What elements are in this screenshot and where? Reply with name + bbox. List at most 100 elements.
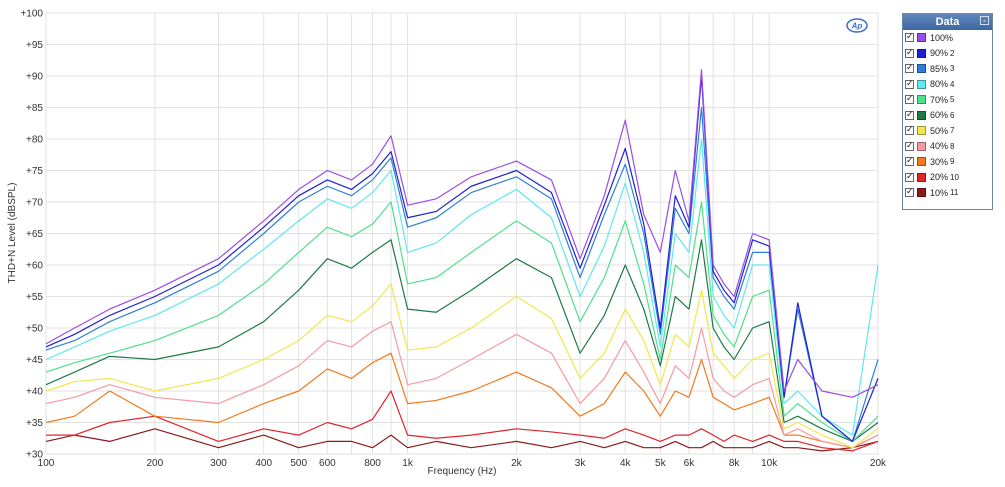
legend-item[interactable]: 85%3 <box>903 61 992 77</box>
x-tick-label: 4k <box>620 458 632 469</box>
legend-checkbox[interactable] <box>905 186 914 198</box>
legend-item[interactable]: 40%8 <box>903 139 992 155</box>
legend-number: 8 <box>950 141 955 151</box>
legend-item[interactable]: 90%2 <box>903 46 992 62</box>
y-axis-title: THD+N Level (dBSPL) <box>7 183 18 284</box>
legend-number: 10 <box>950 172 959 182</box>
legend-checkbox[interactable] <box>905 47 914 58</box>
legend-number: 11 <box>950 188 959 198</box>
legend-checkbox[interactable] <box>905 93 914 105</box>
series-line-50pct <box>45 283 879 449</box>
series-group <box>45 69 879 452</box>
legend-item[interactable]: 50%7 <box>903 123 992 139</box>
legend-label: 80% <box>930 79 949 90</box>
series-line-85pct <box>45 106 879 442</box>
legend-title: Data <box>935 16 960 28</box>
y-axis-ticks: +100 +95 +90 +85 +80 +75 +70 +65 +60 +55 +50 +45 +40… <box>20 9 43 461</box>
legend-swatch <box>917 48 926 58</box>
legend-label: 100% <box>930 32 954 43</box>
legend-checkbox[interactable] <box>905 31 914 43</box>
legend-panel: Data - 100%90%285%380%470%560%650%740%83… <box>902 13 993 210</box>
x-tick-label: 500 <box>290 458 307 469</box>
legend-label: 10% <box>930 187 949 198</box>
legend-swatch <box>917 33 926 43</box>
x-axis-ticks: 100 200 300 400 500 600 800 1k 2k 3k 4k 5k 6k 8k 10k 20… <box>38 458 887 469</box>
x-tick-label: 200 <box>147 458 164 469</box>
grid-lines <box>45 12 879 455</box>
series-line-100pct <box>45 69 879 398</box>
legend-label: 30% <box>930 156 949 167</box>
x-tick-label: 100 <box>38 458 55 469</box>
y-tick-label: +40 <box>26 387 43 398</box>
legend-swatch <box>917 110 926 120</box>
y-tick-label: +90 <box>26 72 43 83</box>
legend-number: 7 <box>950 126 955 136</box>
legend-label: 90% <box>930 48 949 59</box>
series-line-20pct <box>46 390 879 452</box>
x-tick-label: 8k <box>729 458 741 469</box>
x-tick-label: 1k <box>402 458 414 469</box>
x-tick-label: 6k <box>684 458 696 469</box>
ap-logo-text: Ap <box>851 22 863 31</box>
legend-list: 100%90%285%380%470%560%650%740%830%920%1… <box>903 30 992 201</box>
series-line-30pct <box>45 352 879 449</box>
y-tick-label: +75 <box>26 166 43 177</box>
x-tick-label: 3k <box>575 458 587 469</box>
y-tick-label: +100 <box>20 9 43 20</box>
legend-checkbox[interactable] <box>905 140 914 151</box>
legend-swatch <box>917 95 926 105</box>
y-tick-label: +55 <box>26 292 43 303</box>
y-tick-label: +85 <box>26 103 43 114</box>
legend-item[interactable]: 20%10 <box>903 170 992 186</box>
legend-item[interactable]: 60%6 <box>903 108 992 124</box>
y-tick-label: +60 <box>26 261 43 272</box>
x-tick-label: 800 <box>364 458 381 469</box>
legend-number: 5 <box>950 95 955 105</box>
legend-checkbox[interactable] <box>905 124 914 136</box>
legend-label: 70% <box>930 94 949 105</box>
series-line-10pct <box>45 428 879 452</box>
legend-item[interactable]: 70%5 <box>903 92 992 108</box>
y-tick-label: +35 <box>26 418 43 429</box>
series-line-80pct <box>45 138 879 436</box>
legend-swatch <box>917 126 926 136</box>
x-tick-label: 5k <box>655 458 667 469</box>
legend-number: 9 <box>950 157 955 167</box>
legend-number: 6 <box>950 110 955 120</box>
x-axis-title: Frequency (Hz) <box>428 466 497 477</box>
legend-swatch <box>917 188 926 198</box>
legend-swatch <box>917 79 926 89</box>
x-tick-label: 600 <box>319 458 336 469</box>
legend-item[interactable]: 30%9 <box>903 154 992 170</box>
legend-checkbox[interactable] <box>905 109 914 120</box>
x-tick-label: 20k <box>870 458 887 469</box>
legend-label: 60% <box>930 110 949 121</box>
legend-checkbox[interactable] <box>905 171 914 182</box>
legend-checkbox[interactable] <box>905 78 914 89</box>
legend-swatch <box>917 141 926 151</box>
x-tick-label: 10k <box>761 458 778 469</box>
legend-label: 50% <box>930 125 949 136</box>
legend-swatch <box>917 157 926 167</box>
pin-icon[interactable]: - <box>980 16 989 25</box>
legend-number: 3 <box>950 64 955 74</box>
ap-logo-icon: Ap <box>846 18 868 33</box>
y-tick-label: +30 <box>26 450 43 461</box>
series-line-40pct <box>45 321 879 449</box>
legend-number: 2 <box>950 48 955 58</box>
legend-item[interactable]: 100% <box>903 30 992 46</box>
series-line-90pct <box>45 75 879 442</box>
legend-checkbox[interactable] <box>905 62 914 74</box>
x-tick-label: 400 <box>255 458 272 469</box>
legend-header: Data - <box>903 14 992 30</box>
y-tick-label: +70 <box>26 198 43 209</box>
legend-checkbox[interactable] <box>905 155 914 167</box>
y-tick-label: +45 <box>26 355 43 366</box>
legend-label: 40% <box>930 141 949 152</box>
legend-number: 4 <box>950 79 955 89</box>
legend-label: 85% <box>930 63 949 74</box>
legend-item[interactable]: 80%4 <box>903 77 992 93</box>
legend-item[interactable]: 10%11 <box>903 185 992 201</box>
x-tick-label: 2k <box>511 458 523 469</box>
legend-swatch <box>917 64 926 74</box>
